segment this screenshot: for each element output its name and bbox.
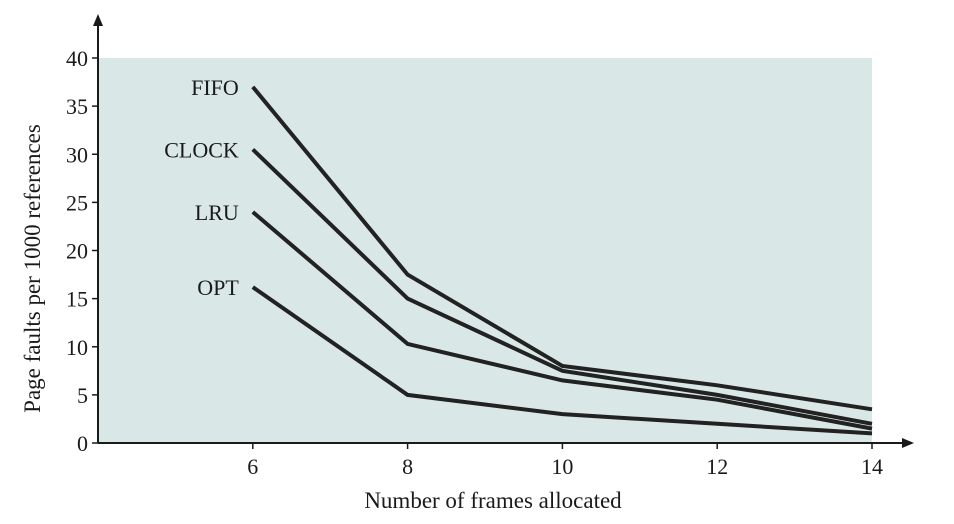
series-label-opt: OPT	[197, 275, 239, 300]
axes-layer	[93, 14, 914, 448]
x-tick-label: 10	[551, 454, 573, 479]
x-tick-label: 12	[706, 454, 728, 479]
y-tick-label: 20	[66, 239, 88, 264]
y-tick-label: 0	[77, 431, 88, 456]
x-tick-label: 8	[402, 454, 413, 479]
x-tick-label: 14	[861, 454, 883, 479]
x-tick-label: 6	[247, 454, 258, 479]
y-tick-label: 35	[66, 94, 88, 119]
y-tick-label: 30	[66, 142, 88, 167]
y-tick-label: 40	[66, 46, 88, 71]
y-tick-label: 5	[77, 383, 88, 408]
series-label-lru: LRU	[195, 200, 239, 225]
y-axis-title: Page faults per 1000 references	[20, 124, 45, 413]
series-label-clock: CLOCK	[164, 137, 239, 162]
series-layer: FIFO CLOCK LRU OPT	[164, 75, 873, 436]
ticks-layer: 6 8 10 12 14 0 5 10 15 20 25 30 35 40	[66, 46, 883, 479]
y-tick-label: 10	[66, 335, 88, 360]
plot-background	[98, 58, 872, 443]
y-tick-label: 15	[66, 287, 88, 312]
y-tick-label: 25	[66, 190, 88, 215]
x-axis-title: Number of frames allocated	[364, 488, 622, 513]
series-label-fifo: FIFO	[191, 75, 239, 100]
